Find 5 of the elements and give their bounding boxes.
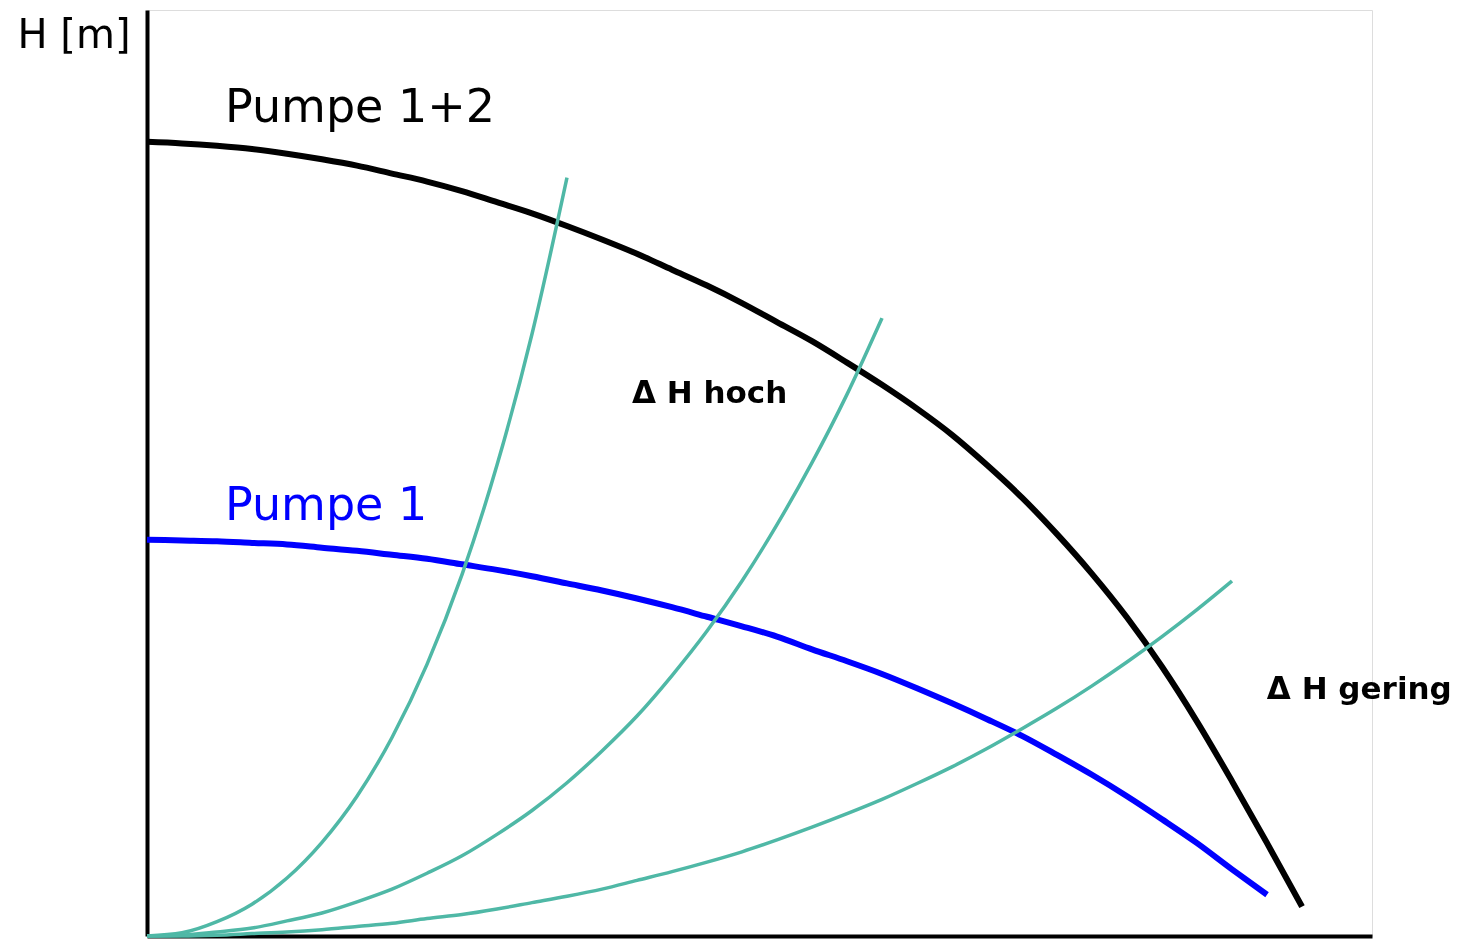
series-label: Pumpe 1: [225, 476, 428, 531]
series-label: Pumpe 1+2: [225, 78, 496, 133]
annotation: Δ H gering: [1266, 669, 1452, 706]
y-axis-title: H [m]: [17, 10, 131, 57]
annotation: Δ H hoch: [631, 373, 788, 410]
